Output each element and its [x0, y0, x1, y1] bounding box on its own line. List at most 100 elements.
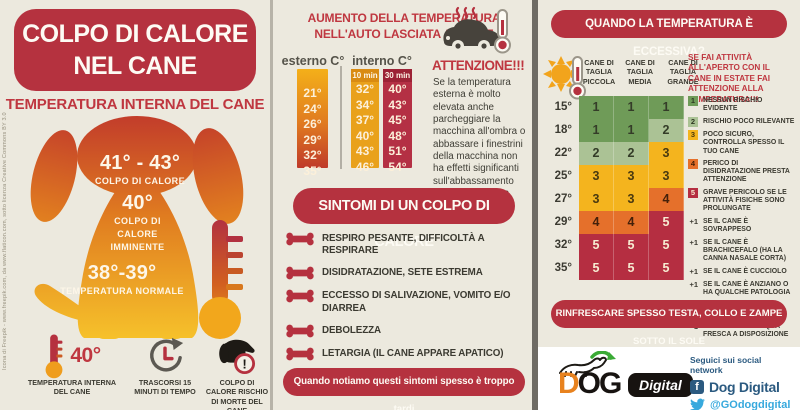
symptom-item: RESPIRO PESANTE, DIFFICOLTÀ A RESPIRARE [286, 231, 526, 257]
bone-icon [286, 267, 314, 280]
twitter-link[interactable]: @GOdogdigital [690, 398, 792, 410]
risk-cell: 1 [614, 119, 649, 142]
table-row: 27° 3 3 4 [542, 188, 684, 211]
dog-silhouette-graphic [30, 116, 244, 339]
30min-header: 30 min [383, 69, 412, 82]
dog-zone-imminent: 40° COLPO DI CALORE IMMINENTE [95, 192, 180, 254]
interno10-value: 46° [355, 159, 375, 174]
timeline-step-temperature: 40° TEMPERATURA INTERNA DEL CANE [24, 334, 120, 397]
interno10-value: 34° [355, 97, 375, 112]
legend-item: 3 POCO SICURO, CONTROLLA SPESSO IL TUO C… [688, 130, 796, 155]
risk-cell: 5 [649, 211, 684, 234]
size-header-large: CANE DI TAGLIA GRANDE [667, 58, 699, 86]
esterno-value: 26° [303, 117, 322, 131]
table-row: 35° 5 5 5 [542, 257, 684, 280]
table-row: 22° 2 2 3 [542, 142, 684, 165]
main-title-line1: COLPO DI CALORE [22, 20, 248, 48]
column-divider [270, 0, 273, 410]
risk-cell: 5 [579, 234, 614, 257]
symptom-text: DEBOLEZZA [322, 324, 381, 336]
legend-badge: 3 [688, 130, 698, 141]
size-header-medium: CANE DI TAGLIA MEDIA [625, 58, 655, 86]
symptom-item: DISIDRATAZIONE, SETE ESTREMA [286, 265, 526, 280]
small-thermometer-icon [45, 334, 63, 379]
timeline-step-15-minutes: TRASCORSI 15 MINUTI DI TEMPO [128, 336, 202, 397]
timeline-temp-value: 40° [70, 344, 101, 367]
symptom-text: RESPIRO PESANTE, DIFFICOLTÀ A RESPIRARE [322, 233, 485, 257]
risk-cell: 1 [649, 96, 684, 119]
risk-cell: 5 [649, 257, 684, 280]
risk-cell: 3 [614, 165, 649, 188]
too-late-band: Quando notiamo questi sintomi spesso è t… [283, 368, 525, 410]
risk-cell: 3 [579, 165, 614, 188]
row-temp-label: 22° [554, 147, 572, 159]
interno30-value: 40° [388, 82, 407, 96]
legend-text: PERICO DI DISIDRATAZIONE PRESTA ATTENZIO… [703, 160, 790, 184]
symptom-item: DEBOLEZZA [286, 323, 526, 338]
legend-item: 1 NESSUN RISCHIO EVIDENTE [688, 96, 796, 113]
zone2-temp: 40° [122, 192, 153, 214]
zone3-label: TEMPERATURA NORMALE [60, 286, 184, 296]
interno-30min-column: 30 min 40° 43° 45° 48° 51° 54° [383, 69, 412, 174]
table-row: 18° 1 1 2 [542, 119, 684, 142]
interno30-value: 51° [388, 144, 407, 158]
main-title-line2: NEL CANE [73, 52, 197, 80]
zone1-label: COLPO DI CALORE [94, 176, 185, 186]
interno30-value: 43° [388, 97, 407, 112]
dog-alert-icon: ! [219, 339, 256, 375]
refresh-advice-band: RINFRESCARE SPESSO TESTA, COLLO E ZAMPE … [551, 300, 787, 347]
row-temp-label: 18° [554, 124, 572, 136]
legend-item: 2 RISCHIO POCO RILEVANTE [688, 116, 796, 127]
legend-text: NESSUN RISCHIO EVIDENTE [703, 97, 763, 113]
social-title: Seguici sui social network [690, 355, 762, 375]
legend-text: SE IL CANE È ANZIANO O HA QUALCHE PATOLO… [703, 281, 791, 297]
risk-cell: 3 [614, 188, 649, 211]
twitter-bird-icon [690, 398, 705, 410]
logo-letter-d: D [558, 367, 580, 400]
risk-cell: 3 [649, 142, 684, 165]
legend-badge: 1 [688, 96, 698, 106]
zone2-label: COLPO DI CALORE IMMINENTE [110, 216, 165, 253]
legend-badge: 2 [688, 116, 698, 127]
risk-cell: 5 [579, 257, 614, 280]
risk-cell: 4 [614, 211, 649, 234]
interno30-value: 48° [388, 128, 407, 143]
symptom-item: ECCESSO DI SALIVAZIONE, VOMITO E/O DIARR… [286, 288, 526, 314]
dog-zone-heatstroke: 41° - 43° COLPO DI CALORE [60, 152, 220, 188]
legend-text: SE IL CANE È BRACHICEFALO (HA LA CANNA N… [703, 238, 787, 263]
legend-item-modifier: +1 SE IL CANE È CUCCIOLO [688, 267, 796, 277]
attention-text: Se la temperatura esterna è molto elevat… [433, 77, 526, 199]
big-thermometer-icon [199, 220, 243, 339]
facebook-link[interactable]: f Dog Digital [690, 379, 792, 395]
timeline-risk-of-death: 40° TEMPERATURA INTERNA DEL CANE TRASCOR… [0, 334, 270, 410]
social-links: Seguici sui social network f Dog Digital… [690, 355, 792, 410]
right-title-box: QUANDO LA TEMPERATURA È ECCESSIVA? [551, 10, 787, 58]
legend-text: RISCHIO POCO RILEVANTE [703, 117, 795, 125]
interno-10min-column: 10 min 32° 34° 37° 40° 43° 46° [351, 69, 379, 174]
interno-header: interno C° [352, 54, 412, 68]
zone3-temp: 38°-39° [87, 262, 157, 284]
row-temp-label: 35° [554, 262, 572, 274]
main-title-box: COLPO DI CALORE NEL CANE [14, 9, 256, 91]
legend-badge: +1 [689, 237, 698, 247]
legend-badge: 4 [688, 159, 698, 170]
facebook-label: Dog Digital [709, 379, 780, 395]
logo-letters-og: OG [577, 367, 623, 400]
risk-cell: 2 [614, 142, 649, 165]
esterno-value: 32° [303, 148, 322, 162]
bone-icon [286, 347, 314, 361]
interno10-value: 37° [355, 113, 375, 127]
footer-branding: DOG Digital Seguici sui social network f… [538, 347, 800, 410]
credit-text: Icona di Freepik - www.freepik.com, da w… [2, 112, 8, 370]
dog-digital-logo: DOG Digital [554, 351, 693, 405]
risk-cell: 4 [579, 211, 614, 234]
risk-cell: 5 [614, 257, 649, 280]
risk-cell: 2 [579, 142, 614, 165]
table-divider [340, 66, 342, 169]
twitter-label: @GOdogdigital [710, 398, 791, 410]
interno10-value: 40° [355, 128, 375, 143]
row-temp-label: 27° [554, 193, 572, 205]
interno30-value: 54° [388, 159, 407, 174]
outdoor-activity-warning: SE FAI ATTIVITÀ ALL'APERTO CON IL CANE I… [688, 53, 771, 104]
symptom-text: DISIDRATAZIONE, SETE ESTREMA [322, 267, 483, 279]
